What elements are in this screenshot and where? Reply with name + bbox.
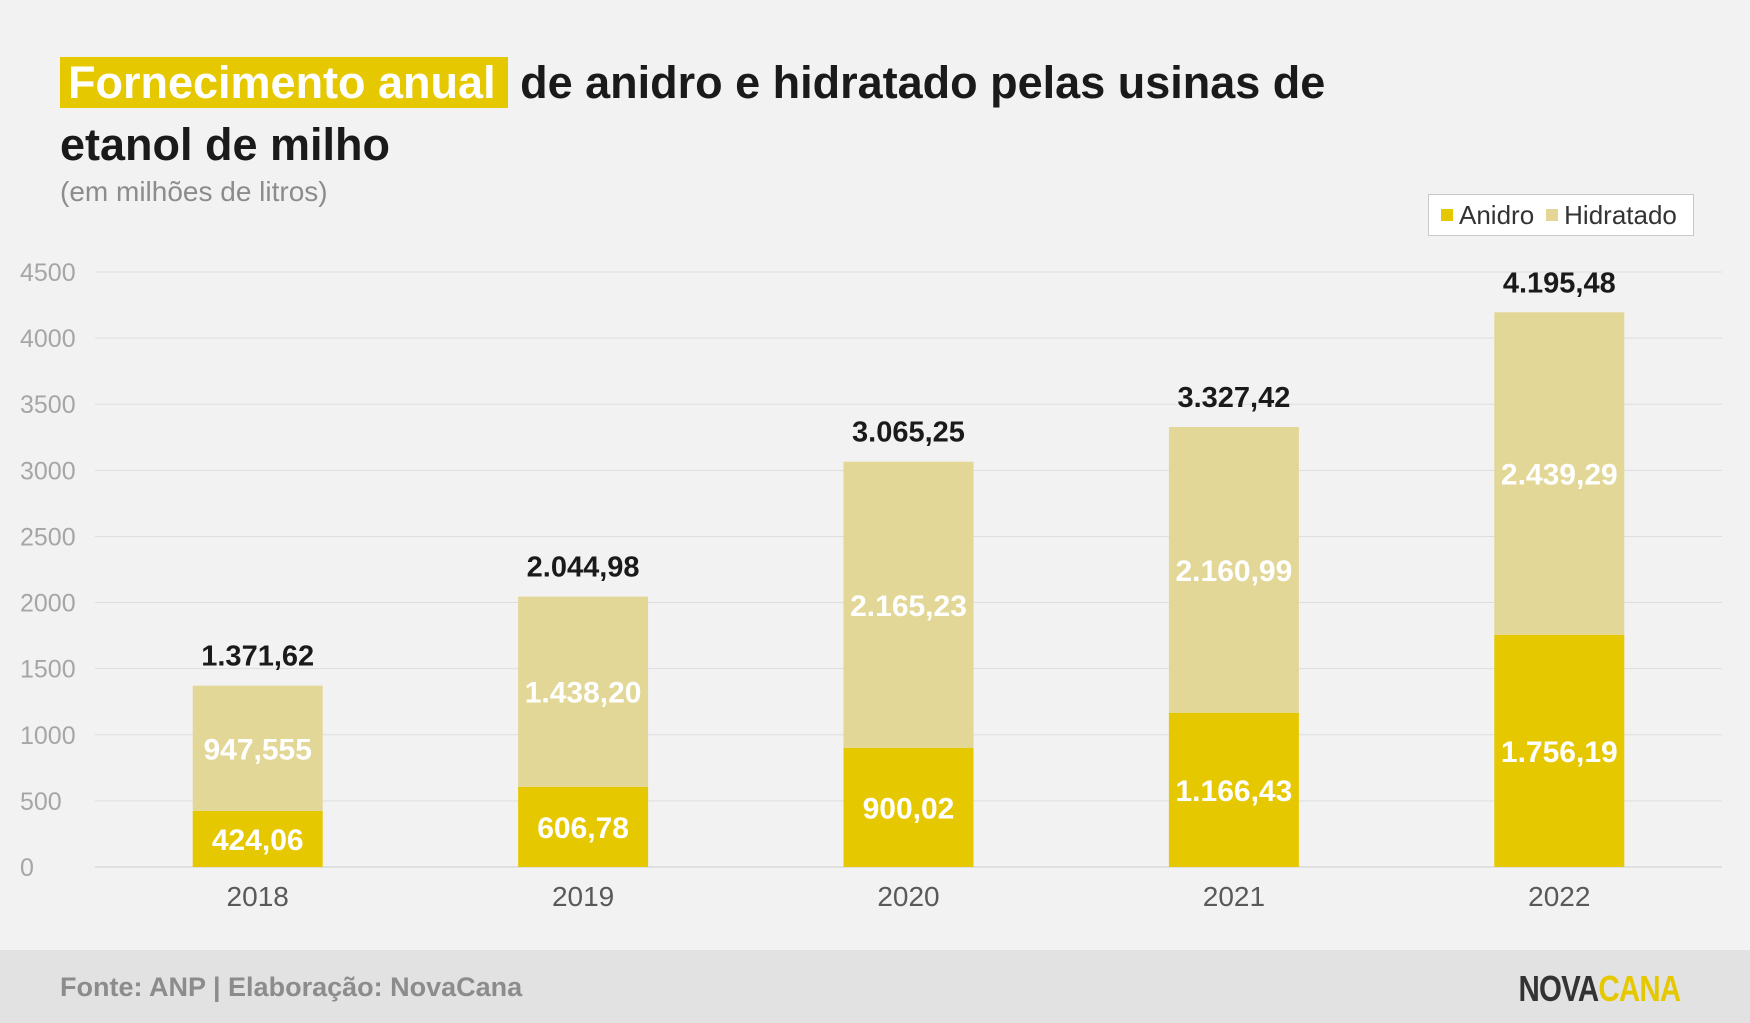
source-credit: Fonte: ANP | Elaboração: NovaCana	[60, 972, 523, 1002]
chart-title-rest: de anidro e hidratado pelas usinas de et…	[60, 57, 1326, 170]
total-label-2021: 3.327,42	[1177, 382, 1290, 414]
legend-label-anidro: Anidro	[1459, 199, 1535, 230]
bar-anidro-2020	[843, 747, 974, 867]
data-label-anidro-2021: 1.166,43	[1176, 775, 1293, 808]
y-tick-label-1000: 1000	[20, 722, 76, 750]
chart-title-highlight: Fornecimento anual	[60, 57, 508, 108]
chart-legend: Anidro Hidratado	[1428, 194, 1694, 236]
x-tick-label-2020: 2020	[877, 881, 939, 912]
data-label-hidratado-2022: 2.439,29	[1501, 459, 1618, 492]
bar-anidro-2019	[518, 786, 649, 867]
legend-item-anidro: Anidro	[1441, 200, 1534, 231]
bar-hidratado-2021	[1168, 427, 1299, 713]
y-tick-label-500: 500	[20, 788, 62, 816]
data-label-hidratado-2021: 2.160,99	[1176, 555, 1293, 588]
legend-item-hidratado: Hidratado	[1546, 200, 1677, 231]
chart-title: Fornecimento anual de anidro e hidratado…	[60, 52, 1360, 176]
x-tick-label-2021: 2021	[1203, 881, 1265, 912]
bar-hidratado-2020	[843, 461, 974, 748]
y-tick-label-3000: 3000	[20, 457, 76, 485]
novacana-logo: NOVACANA	[1518, 968, 1681, 1010]
bar-hidratado-2022	[1494, 312, 1625, 635]
y-tick-label-1500: 1500	[20, 656, 76, 684]
x-tick-label-2022: 2022	[1528, 881, 1590, 912]
y-tick-label-2500: 2500	[20, 523, 76, 551]
y-tick-label-4500: 4500	[20, 259, 76, 287]
bar-hidratado-2019	[518, 596, 649, 787]
data-label-hidratado-2018: 947,555	[203, 733, 311, 766]
bar-anidro-2018	[192, 810, 323, 867]
logo-part-nova: NOVA	[1518, 968, 1599, 1009]
total-label-2018: 1.371,62	[201, 641, 314, 673]
stacked-bar-chart: 0 500 1000 1500 2000 2500 3000 3500 4000 4500 424,…	[20, 259, 1722, 912]
total-label-2020: 3.065,25	[852, 417, 965, 449]
data-label-hidratado-2020: 2.165,23	[850, 590, 967, 623]
bar-anidro-2022	[1494, 634, 1625, 867]
y-tick-label-0: 0	[20, 854, 34, 882]
chart-subtitle: (em milhões de litros)	[60, 176, 328, 207]
bar-anidro-2021	[1168, 712, 1299, 867]
x-tick-label-2019: 2019	[552, 881, 614, 912]
data-label-anidro-2018: 424,06	[212, 824, 304, 857]
data-label-hidratado-2019: 1.438,20	[525, 677, 642, 710]
data-label-anidro-2019: 606,78	[537, 812, 629, 845]
total-label-2019: 2.044,98	[527, 552, 640, 584]
y-tick-label-4000: 4000	[20, 325, 76, 353]
y-tick-label-3500: 3500	[20, 391, 76, 419]
legend-swatch-anidro	[1441, 209, 1453, 221]
legend-swatch-hidratado	[1546, 209, 1559, 221]
bar-hidratado-2018	[192, 685, 323, 811]
y-tick-label-2000: 2000	[20, 590, 76, 618]
total-label-2022: 4.195,48	[1503, 267, 1616, 299]
data-label-anidro-2020: 900,02	[863, 792, 955, 825]
logo-part-cana: CANA	[1598, 968, 1681, 1009]
footer: Fonte: ANP | Elaboração: NovaCana NOVACA…	[0, 950, 1750, 1023]
x-tick-label-2018: 2018	[227, 881, 289, 912]
legend-label-hidratado: Hidratado	[1564, 199, 1677, 230]
data-label-anidro-2022: 1.756,19	[1501, 736, 1618, 769]
